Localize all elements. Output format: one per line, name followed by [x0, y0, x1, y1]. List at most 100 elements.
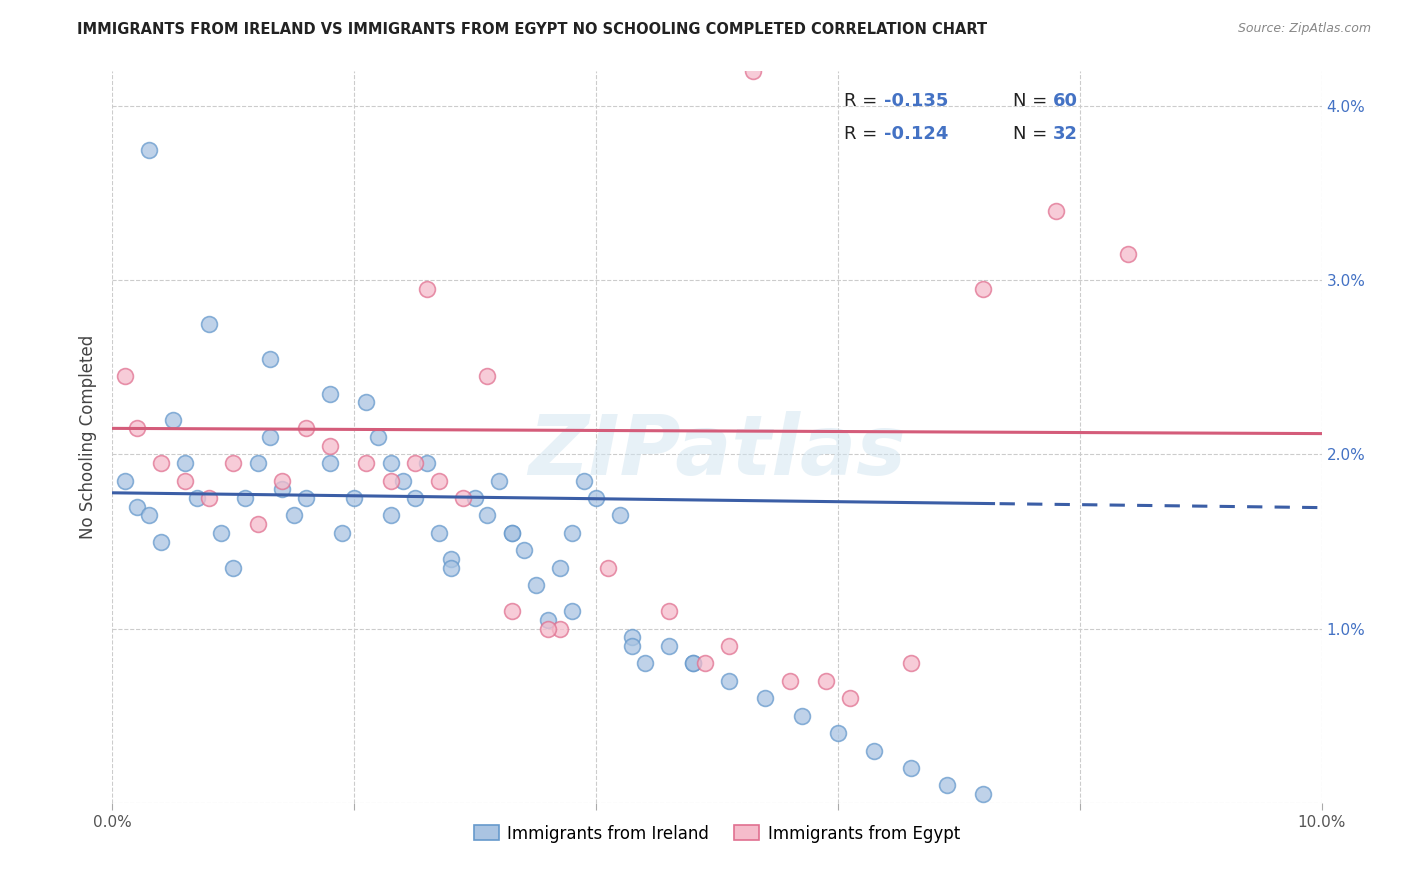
- Point: [863, 743, 886, 757]
- Point: [682, 657, 704, 671]
- Point: [477, 369, 499, 384]
- Text: N =: N =: [1014, 92, 1053, 110]
- Point: [718, 639, 741, 653]
- Point: [380, 508, 402, 523]
- Point: [174, 456, 197, 470]
- Text: N =: N =: [1014, 125, 1053, 143]
- Point: [174, 474, 197, 488]
- Point: [537, 622, 560, 636]
- Point: [1045, 203, 1067, 218]
- Text: 32: 32: [1053, 125, 1078, 143]
- Point: [356, 395, 378, 409]
- Point: [209, 525, 232, 540]
- Point: [114, 369, 136, 384]
- Point: [972, 282, 994, 296]
- Point: [343, 491, 366, 505]
- Point: [464, 491, 486, 505]
- Point: [839, 691, 862, 706]
- Point: [440, 560, 463, 574]
- Point: [125, 421, 148, 435]
- Point: [754, 691, 776, 706]
- Point: [125, 500, 148, 514]
- Point: [561, 604, 583, 618]
- Point: [222, 456, 245, 470]
- Point: [658, 639, 681, 653]
- Point: [477, 508, 499, 523]
- Point: [658, 604, 681, 618]
- Text: Source: ZipAtlas.com: Source: ZipAtlas.com: [1237, 22, 1371, 36]
- Y-axis label: No Schooling Completed: No Schooling Completed: [79, 335, 97, 539]
- Point: [633, 657, 655, 671]
- Text: -0.135: -0.135: [884, 92, 948, 110]
- Point: [451, 491, 474, 505]
- Point: [524, 578, 547, 592]
- Point: [330, 525, 353, 540]
- Text: 60: 60: [1053, 92, 1078, 110]
- Point: [814, 673, 837, 688]
- Point: [537, 613, 560, 627]
- Point: [149, 456, 172, 470]
- Point: [259, 430, 281, 444]
- Point: [222, 560, 245, 574]
- Legend: Immigrants from Ireland, Immigrants from Egypt: Immigrants from Ireland, Immigrants from…: [468, 818, 966, 849]
- Point: [295, 421, 318, 435]
- Point: [972, 787, 994, 801]
- Point: [488, 474, 510, 488]
- Point: [512, 543, 534, 558]
- Point: [246, 517, 269, 532]
- Point: [621, 639, 644, 653]
- Point: [427, 525, 450, 540]
- Point: [682, 657, 704, 671]
- Point: [391, 474, 413, 488]
- Point: [235, 491, 257, 505]
- Point: [718, 673, 741, 688]
- Point: [416, 456, 439, 470]
- Point: [427, 474, 450, 488]
- Point: [149, 534, 172, 549]
- Point: [561, 525, 583, 540]
- Point: [404, 491, 426, 505]
- Point: [295, 491, 318, 505]
- Point: [380, 474, 402, 488]
- Point: [548, 560, 571, 574]
- Point: [198, 491, 221, 505]
- Text: IMMIGRANTS FROM IRELAND VS IMMIGRANTS FROM EGYPT NO SCHOOLING COMPLETED CORRELAT: IMMIGRANTS FROM IRELAND VS IMMIGRANTS FR…: [77, 22, 987, 37]
- Point: [900, 657, 922, 671]
- Point: [440, 552, 463, 566]
- Point: [548, 622, 571, 636]
- Text: -0.124: -0.124: [884, 125, 948, 143]
- Point: [827, 726, 849, 740]
- Point: [501, 525, 523, 540]
- Point: [693, 657, 716, 671]
- Point: [416, 282, 439, 296]
- Point: [186, 491, 208, 505]
- Point: [138, 508, 160, 523]
- Point: [138, 143, 160, 157]
- Point: [270, 483, 292, 497]
- Point: [790, 708, 813, 723]
- Text: R =: R =: [844, 125, 883, 143]
- Point: [162, 412, 184, 426]
- Point: [259, 351, 281, 366]
- Point: [319, 456, 342, 470]
- Point: [319, 386, 342, 401]
- Point: [198, 317, 221, 331]
- Point: [598, 560, 620, 574]
- Point: [319, 439, 342, 453]
- Point: [283, 508, 305, 523]
- Point: [572, 474, 595, 488]
- Point: [501, 604, 523, 618]
- Point: [501, 525, 523, 540]
- Point: [246, 456, 269, 470]
- Point: [742, 64, 765, 78]
- Point: [380, 456, 402, 470]
- Point: [114, 474, 136, 488]
- Point: [609, 508, 631, 523]
- Point: [404, 456, 426, 470]
- Point: [621, 631, 644, 645]
- Point: [779, 673, 801, 688]
- Point: [1116, 247, 1139, 261]
- Text: ZIPatlas: ZIPatlas: [529, 411, 905, 492]
- Point: [270, 474, 292, 488]
- Text: R =: R =: [844, 92, 883, 110]
